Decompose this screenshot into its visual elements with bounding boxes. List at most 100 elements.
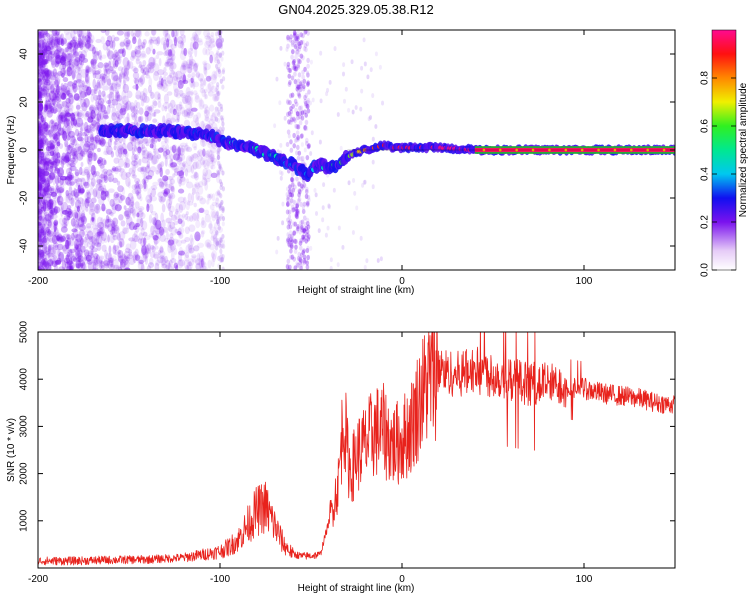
noise-speck — [142, 138, 149, 145]
noise-speck — [180, 166, 184, 172]
noise-speck — [119, 195, 126, 200]
noise-speck — [197, 185, 204, 195]
noise-speck — [376, 258, 380, 263]
noise-speck — [160, 77, 164, 87]
noise-speck — [48, 197, 52, 205]
noise-speck — [118, 49, 124, 59]
noise-speck — [54, 153, 59, 164]
noise-speck — [131, 114, 138, 121]
noise-speck — [69, 39, 77, 48]
noise-speck — [148, 214, 153, 224]
noise-speck — [286, 237, 290, 243]
noise-speck — [149, 203, 154, 214]
noise-speck — [185, 178, 190, 184]
noise-speck — [173, 170, 180, 176]
noise-speck — [283, 115, 287, 121]
noise-speck — [196, 112, 202, 119]
noise-speck — [66, 144, 73, 154]
noise-speck — [66, 173, 73, 182]
noise-speck — [54, 231, 62, 241]
noise-speck — [131, 212, 137, 217]
noise-speck — [45, 70, 50, 81]
noise-speck — [117, 48, 125, 54]
noise-speck — [135, 30, 142, 39]
noise-speck — [49, 145, 55, 150]
noise-speck — [215, 31, 219, 37]
noise-speck — [147, 247, 152, 255]
noise-speck — [290, 54, 294, 60]
noise-speck — [140, 263, 145, 270]
noise-speck — [69, 162, 76, 168]
noise-speck — [180, 64, 188, 71]
noise-speck — [56, 195, 64, 206]
noise-speck — [118, 266, 123, 270]
noise-speck — [292, 199, 296, 205]
noise-speck — [88, 201, 95, 208]
noise-speck — [214, 116, 219, 122]
noise-speck — [57, 187, 65, 193]
noise-speck — [168, 195, 173, 206]
noise-speck — [306, 70, 310, 76]
spectrogram-xlabel: Height of straight line (km) — [298, 285, 415, 296]
noise-speck — [45, 32, 51, 38]
noise-speck — [326, 225, 330, 231]
noise-speck — [71, 37, 76, 44]
noise-speck — [354, 105, 358, 110]
noise-speck — [92, 46, 98, 54]
noise-speck — [100, 190, 107, 201]
noise-speck — [76, 243, 82, 253]
noise-speck — [63, 69, 71, 77]
noise-speck — [96, 94, 102, 101]
noise-speck — [169, 72, 173, 78]
noise-speck — [45, 250, 50, 255]
noise-speck — [54, 93, 60, 99]
noise-speck — [97, 97, 105, 106]
noise-speck — [108, 176, 112, 183]
noise-speck — [213, 93, 217, 102]
noise-speck — [120, 220, 126, 227]
noise-speck — [49, 202, 54, 210]
noise-speck — [371, 159, 375, 165]
noise-speck — [49, 209, 54, 220]
noise-speck — [115, 112, 120, 119]
noise-speck — [92, 136, 97, 143]
noise-speck — [122, 148, 128, 157]
colorbar-tick-label: 0.2 — [700, 215, 711, 229]
noise-speck — [179, 64, 187, 75]
noise-speck — [175, 202, 181, 213]
noise-speck — [99, 73, 106, 80]
noise-speck — [111, 226, 116, 235]
noise-speck — [171, 144, 177, 154]
noise-speck — [167, 239, 175, 246]
noise-speck — [152, 218, 159, 226]
noise-speck — [123, 210, 130, 217]
noise-speck — [54, 36, 58, 42]
noise-speck — [122, 79, 126, 90]
noise-speck — [63, 221, 68, 229]
noise-speck — [75, 96, 82, 101]
noise-speck — [94, 255, 99, 266]
noise-speck — [67, 103, 74, 112]
noise-speck — [285, 192, 289, 197]
noise-speck — [42, 48, 47, 54]
noise-speck — [76, 249, 83, 261]
noise-speck — [44, 229, 52, 236]
noise-speck — [78, 54, 86, 59]
noise-speck — [123, 148, 128, 155]
noise-speck — [60, 33, 64, 40]
noise-speck — [80, 262, 84, 269]
noise-speck — [145, 70, 150, 76]
noise-speck — [193, 172, 199, 179]
noise-speck — [210, 172, 218, 178]
noise-speck — [54, 48, 60, 58]
noise-speck — [49, 186, 55, 191]
noise-speck — [38, 231, 43, 238]
noise-speck — [195, 71, 201, 79]
noise-speck — [134, 99, 138, 109]
noise-speck — [38, 243, 41, 251]
noise-speck — [133, 105, 138, 115]
noise-speck — [70, 181, 74, 187]
noise-speck — [81, 230, 89, 236]
noise-speck — [142, 149, 150, 160]
noise-speck — [139, 74, 146, 85]
